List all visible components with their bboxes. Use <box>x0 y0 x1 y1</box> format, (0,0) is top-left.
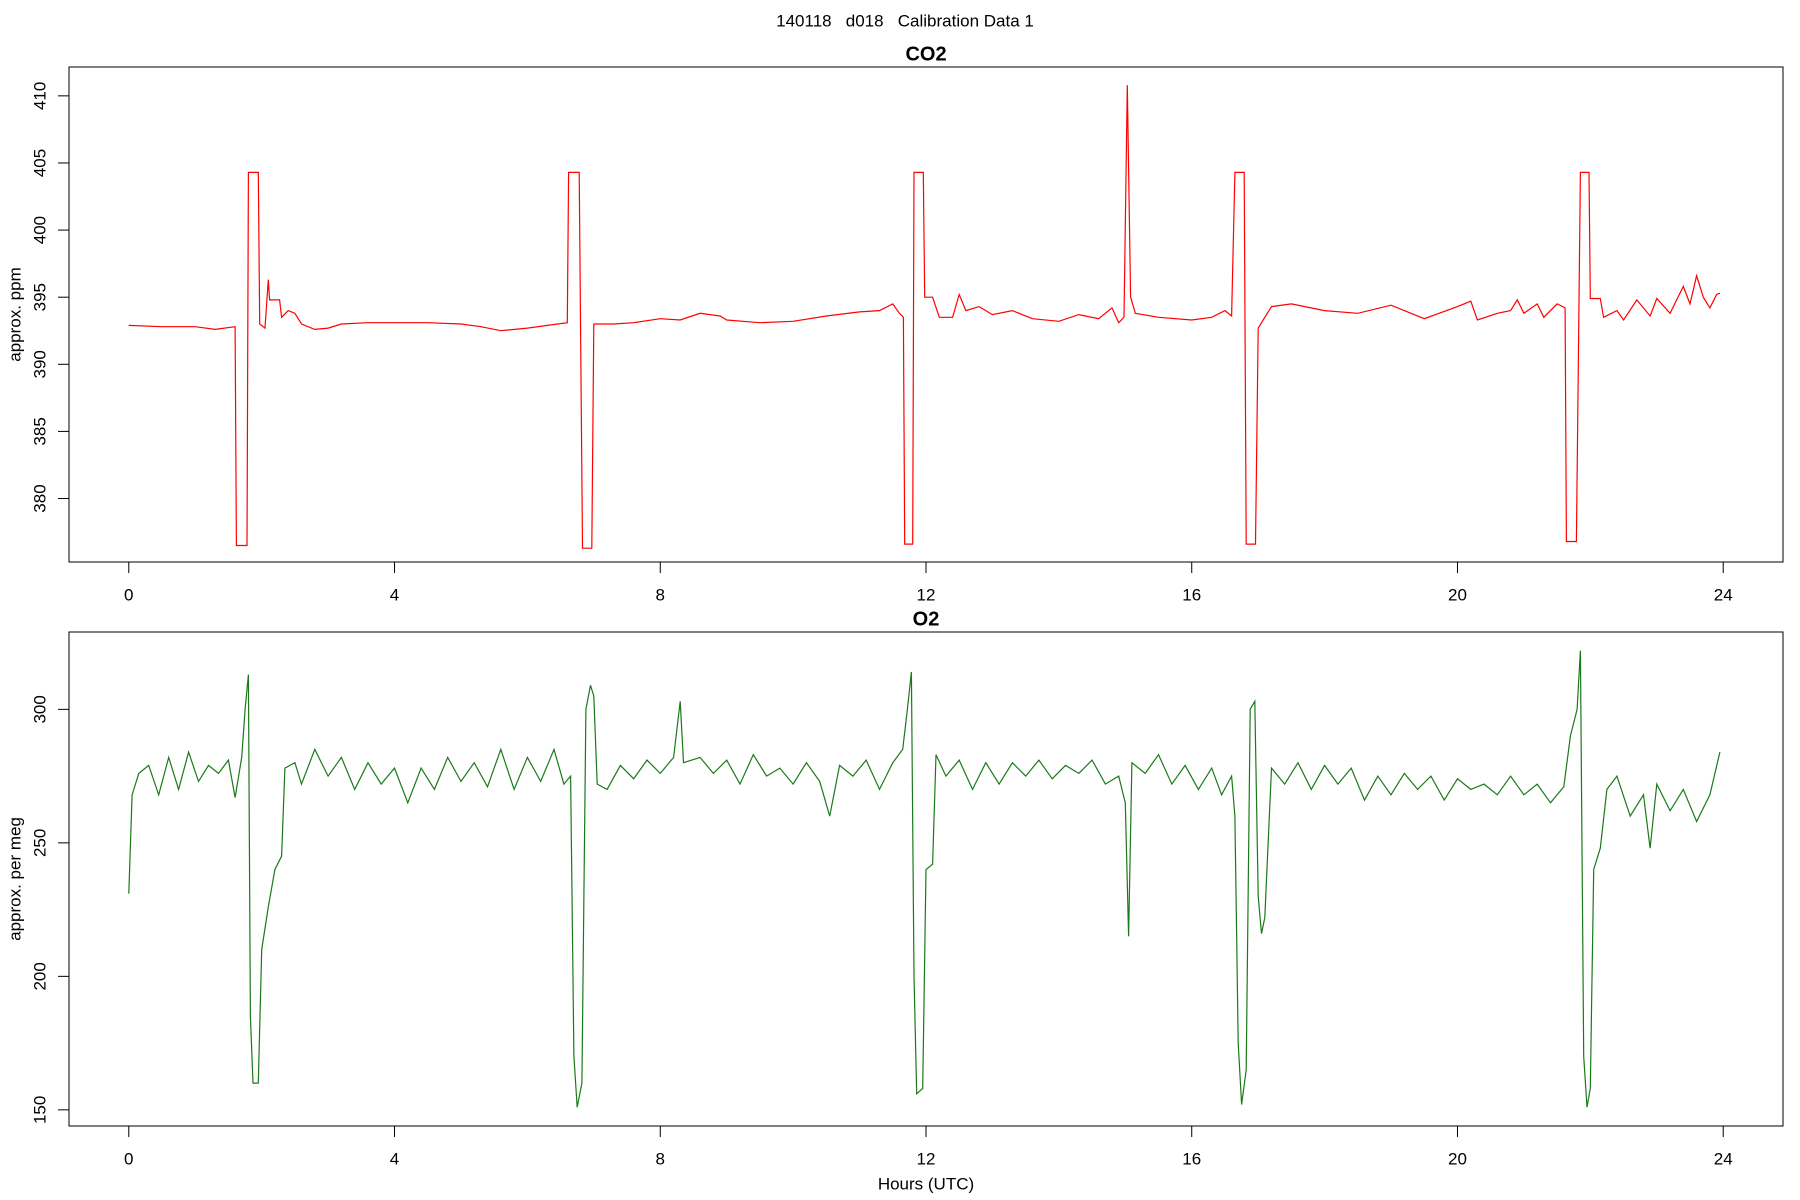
x-tick-label: 24 <box>1714 585 1733 604</box>
y-tick-label: 300 <box>30 695 49 723</box>
panel-title: O2 <box>913 608 940 630</box>
data-line <box>128 85 1721 549</box>
x-tick-label: 4 <box>390 585 399 604</box>
y-tick-label: 380 <box>30 484 49 512</box>
x-tick-label: 20 <box>1448 1149 1467 1168</box>
y-tick-label: 395 <box>30 283 49 311</box>
figure-title: 140118 d018 Calibration Data 1 <box>776 11 1034 30</box>
x-tick-label: 0 <box>124 585 133 604</box>
x-tick-label: 24 <box>1714 1149 1733 1168</box>
x-tick-label: 16 <box>1182 585 1201 604</box>
x-tick-label: 0 <box>124 1149 133 1168</box>
y-tick-label: 410 <box>30 82 49 110</box>
y-axis-label: approx. per meg <box>5 817 24 941</box>
y-tick-label: 250 <box>30 829 49 857</box>
x-axis-label: Hours (UTC) <box>878 1174 974 1193</box>
y-tick-label: 390 <box>30 350 49 378</box>
x-tick-label: 8 <box>656 585 665 604</box>
x-tick-label: 16 <box>1182 1149 1201 1168</box>
x-tick-label: 12 <box>917 1149 936 1168</box>
data-line <box>128 650 1721 1108</box>
panel-title: CO2 <box>905 43 946 65</box>
x-tick-label: 4 <box>390 1149 399 1168</box>
y-tick-label: 385 <box>30 417 49 445</box>
y-tick-label: 150 <box>30 1096 49 1124</box>
y-tick-label: 200 <box>30 962 49 990</box>
x-tick-label: 20 <box>1448 585 1467 604</box>
plot-frame <box>68 66 1784 563</box>
y-axis-label: approx. ppm <box>5 267 24 362</box>
x-tick-label: 12 <box>917 585 936 604</box>
y-tick-label: 405 <box>30 149 49 177</box>
y-tick-label: 400 <box>30 216 49 244</box>
x-tick-label: 8 <box>656 1149 665 1168</box>
